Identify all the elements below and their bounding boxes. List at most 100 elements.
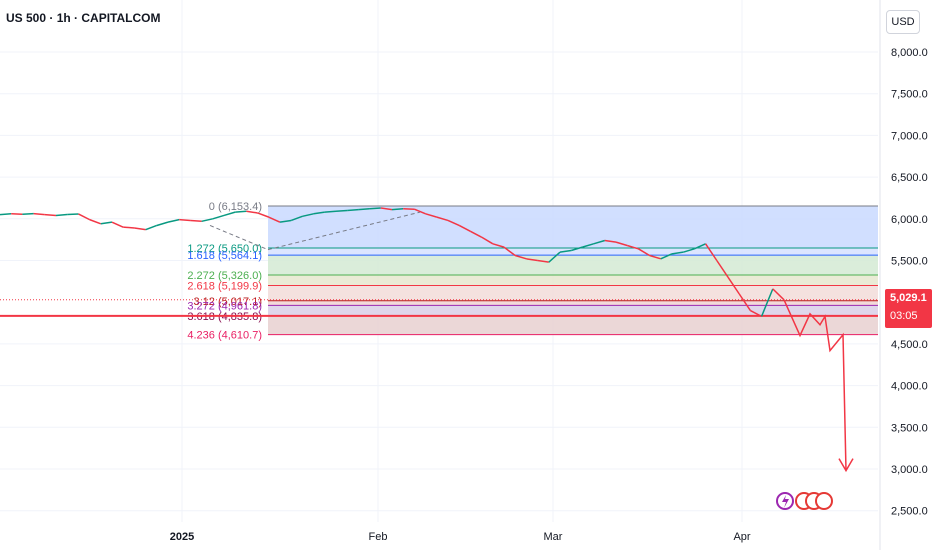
price-segment (22, 212, 34, 215)
fib-band (268, 255, 878, 276)
fib-trend-line (209, 225, 269, 251)
price-tick-label: 4,500.0 (891, 339, 928, 351)
price-segment (582, 243, 594, 248)
price-segment (548, 251, 561, 263)
time-tick-label: Mar (544, 531, 563, 543)
price-segment (347, 208, 359, 212)
price-segment (682, 248, 695, 253)
fib-band (268, 275, 878, 286)
price-segment (738, 293, 752, 311)
us-flag-icon-3[interactable] (815, 492, 833, 510)
price-segment (335, 209, 348, 213)
event-icons[interactable] (776, 492, 833, 510)
fib-level-label: 2.618 (5,199.9) (187, 281, 262, 293)
price-segment (111, 221, 124, 228)
price-segment (447, 219, 460, 227)
price-segment (134, 227, 146, 231)
price-segment (246, 210, 258, 214)
price-segment (604, 239, 617, 243)
price-segment (492, 243, 505, 248)
fib-level-label: 3.12 (5,017.1) (194, 296, 263, 308)
price-segment (0, 213, 12, 216)
projection-path[interactable] (783, 299, 854, 473)
price-segment (391, 208, 404, 211)
fib-level-label: 4.236 (4,610.7) (187, 330, 262, 342)
price-segment (570, 246, 583, 252)
price-segment (671, 251, 684, 255)
price-segment (414, 208, 426, 215)
price-segment (324, 210, 337, 213)
bar-countdown: 03:05 (890, 310, 918, 322)
lightning-glyph (782, 495, 789, 508)
price-segment (526, 258, 538, 262)
price-segment (235, 210, 247, 213)
price-segment (750, 309, 762, 318)
price-segment (123, 226, 135, 229)
price-segment (55, 213, 68, 217)
price-segment (638, 248, 650, 257)
fib-band (268, 206, 878, 248)
price-segment (772, 288, 785, 301)
price-segment (470, 230, 482, 238)
fib-band (268, 300, 878, 306)
price-segment (290, 215, 303, 222)
price-segment (425, 213, 438, 218)
projection-line (783, 299, 847, 471)
price-segment (716, 260, 729, 278)
price-segment (201, 218, 213, 223)
price-tick-label: 7,000.0 (891, 130, 928, 142)
fib-level-label: 1.618 (5,564.1) (187, 250, 262, 262)
price-segment (313, 211, 325, 215)
fib-level-label: 0 (6,153.4) (209, 201, 262, 213)
price-segment (167, 218, 180, 223)
projection-arrowhead (838, 458, 854, 473)
price-tick-label: 6,000.0 (891, 214, 928, 226)
price-segment (704, 243, 718, 261)
price-segment (436, 216, 449, 222)
price-segment (257, 212, 270, 218)
price-segment (649, 254, 662, 260)
price-segment (537, 259, 549, 263)
price-segment (78, 213, 90, 221)
price-segment (559, 249, 572, 253)
price-segment (67, 213, 79, 216)
price-segment (503, 246, 516, 257)
price-tick-label: 6,500.0 (891, 172, 928, 184)
price-segment (279, 219, 292, 223)
price-segment (100, 221, 113, 225)
fib-band (268, 247, 878, 256)
price-tick-label: 3,500.0 (891, 422, 928, 434)
fib-trend-line-2 (267, 211, 421, 251)
price-tick-label: 3,000.0 (891, 464, 928, 476)
fib-level-label: 1.272 (5,650.0) (187, 243, 262, 255)
price-segment (593, 239, 606, 245)
symbol-title[interactable]: US 500 · 1h · CAPITALCOM (6, 11, 161, 25)
fibonacci-tool[interactable]: 0 (6,153.4) 1.272 (5,650.0)1.618 (5,564.1… (0, 201, 878, 342)
price-segment (212, 214, 225, 220)
price-segment (626, 244, 639, 250)
price-segment (514, 254, 527, 260)
current-price-value: 5,029.1 (890, 292, 927, 304)
price-segment (727, 276, 740, 295)
fib-band (268, 285, 878, 301)
time-tick-label: 2025 (170, 531, 194, 543)
price-segment (760, 288, 774, 317)
price-segment (179, 218, 191, 222)
price-segment (615, 241, 628, 247)
fib-band (268, 315, 878, 335)
price-segment (33, 212, 45, 216)
price-tick-label: 4,000.0 (891, 381, 928, 393)
price-series (0, 207, 785, 318)
price-segment (145, 224, 158, 231)
price-segment (380, 207, 393, 211)
fib-level-label: 3.272 (4,961.8) (187, 300, 262, 312)
fib-band (268, 305, 878, 316)
price-axis[interactable]: 8,000.0 7,500.0 7,000.0 6,500.0 6,000.0 5,500… (891, 47, 928, 518)
price-segment (89, 218, 102, 225)
current-price-tag: 5,029.1 03:05 (885, 289, 932, 328)
price-segment (458, 224, 471, 232)
currency-button[interactable]: USD (886, 10, 920, 34)
price-segment (694, 243, 706, 250)
time-axis[interactable]: 2025 Feb Mar Apr (170, 531, 751, 543)
